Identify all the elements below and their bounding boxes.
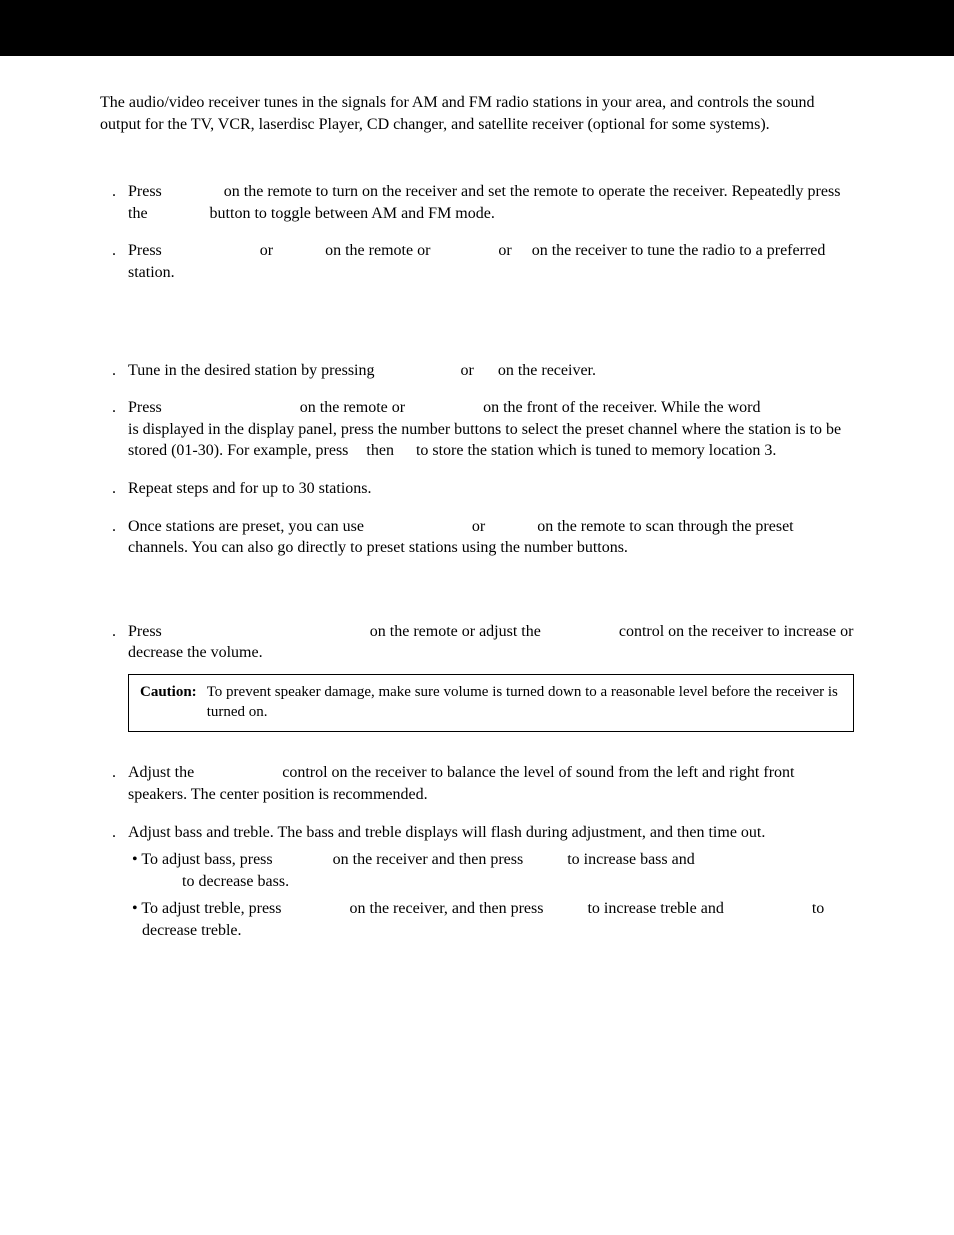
- intro-paragraph: The audio/video receiver tunes in the si…: [100, 92, 854, 135]
- text: Press: [128, 183, 162, 200]
- text: on the front of the receiver. While the …: [483, 399, 760, 416]
- text: Once stations are preset, you can use: [128, 518, 364, 535]
- text: Press: [128, 242, 162, 259]
- treble-substep: • To adjust treble, press on the receive…: [128, 898, 854, 941]
- text: on the receiver to tune the radio to a p…: [128, 242, 825, 281]
- caution-box: Caution: To prevent speaker damage, make…: [128, 674, 854, 733]
- list-marker: .: [100, 397, 128, 462]
- tuning-step-2: . Press or on the remote or or on the re…: [100, 240, 854, 283]
- text: Press: [128, 623, 162, 640]
- text: Repeat steps and for up to 30 stations.: [128, 480, 372, 497]
- text: Press: [128, 399, 162, 416]
- adjust-step-3: . Adjust bass and treble. The bass and t…: [100, 822, 854, 942]
- adjust-step-1: . Press on the remote or adjust the cont…: [100, 621, 854, 733]
- text: Adjust the: [128, 764, 194, 781]
- text: to store the station which is tuned to m…: [416, 442, 776, 459]
- text: on the receiver and then press: [333, 851, 524, 868]
- text: Adjust bass and treble. The bass and tre…: [128, 824, 765, 841]
- preset-step-3: . Repeat steps and for up to 30 stations…: [100, 478, 854, 500]
- list-marker: .: [100, 762, 128, 805]
- text: or: [472, 518, 485, 535]
- text: to decrease bass.: [142, 873, 289, 890]
- text: or: [260, 242, 273, 259]
- text: or: [498, 242, 511, 259]
- text: or: [461, 362, 474, 379]
- text: Tune in the desired station by pressing: [128, 362, 375, 379]
- text: • To adjust treble, press: [132, 900, 282, 917]
- text: on the remote or: [325, 242, 430, 259]
- list-marker: .: [100, 516, 128, 559]
- text: on the remote or: [300, 399, 405, 416]
- preset-step-1: . Tune in the desired station by pressin…: [100, 360, 854, 382]
- text: control on the receiver to balance the l…: [128, 764, 794, 803]
- text: button to toggle between AM and FM mode.: [210, 205, 495, 222]
- adjust-step-2: . Adjust the control on the receiver to …: [100, 762, 854, 805]
- preset-step-4: . Once stations are preset, you can use …: [100, 516, 854, 559]
- text: then: [366, 442, 394, 459]
- text: • To adjust bass, press: [132, 851, 273, 868]
- caution-text: To prevent speaker damage, make sure vol…: [207, 684, 838, 720]
- preset-step-2: . Press on the remote or on the front of…: [100, 397, 854, 462]
- bass-substep: • To adjust bass, press on the receiver …: [128, 849, 854, 892]
- page-content: The audio/video receiver tunes in the si…: [0, 56, 954, 998]
- text: on the remote or adjust the: [370, 623, 541, 640]
- header-black-bar: [0, 0, 954, 56]
- tuning-step-1: . Press on the remote to turn on the rec…: [100, 181, 854, 224]
- text: to increase bass and: [567, 851, 695, 868]
- text: on the receiver.: [498, 362, 596, 379]
- list-marker: .: [100, 478, 128, 500]
- text: to increase treble and: [587, 900, 723, 917]
- text: on the receiver, and then press: [350, 900, 544, 917]
- caution-label: Caution:: [140, 684, 203, 700]
- list-marker: .: [100, 181, 128, 224]
- list-marker: .: [100, 822, 128, 942]
- list-marker: .: [100, 621, 128, 733]
- list-marker: .: [100, 360, 128, 382]
- list-marker: .: [100, 240, 128, 283]
